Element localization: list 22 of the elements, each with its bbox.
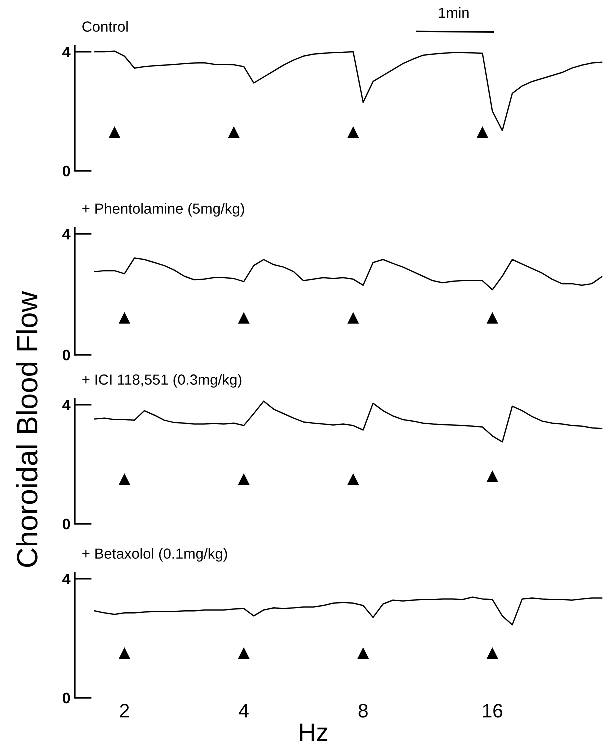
y-tick-label: 0 xyxy=(62,166,70,177)
line-series xyxy=(94,400,603,443)
y-tick-label: 4 xyxy=(62,229,71,240)
line-series xyxy=(94,596,603,626)
chart-title: + Phentolamine (5mg/kg) xyxy=(82,203,244,217)
y-tick-label: 4 xyxy=(62,400,71,410)
y-tick-label: 0 xyxy=(62,350,70,361)
x-axis-title: Hz xyxy=(300,724,328,742)
y-tick-label: 0 xyxy=(62,518,70,530)
x-tick-label: 4 xyxy=(239,704,249,718)
y-tick-label: 0 xyxy=(62,692,70,704)
text: 1min xyxy=(439,7,469,18)
chart-title: + Betaxolol (0.1mg/kg) xyxy=(82,548,228,562)
chart-title: Control xyxy=(82,21,128,32)
y-tick-label: 4 xyxy=(62,46,71,58)
y-tick-label: 4 xyxy=(62,574,71,584)
line-series xyxy=(94,258,603,291)
x-tick-label: 16 xyxy=(483,704,503,718)
y-axis-title: Choroidal Blood Flow xyxy=(16,291,38,568)
chart-title: + ICI 118,551 (0.3mg/kg) xyxy=(82,374,242,388)
x-tick-label: 8 xyxy=(358,704,368,718)
x-tick-label: 2 xyxy=(120,704,130,718)
